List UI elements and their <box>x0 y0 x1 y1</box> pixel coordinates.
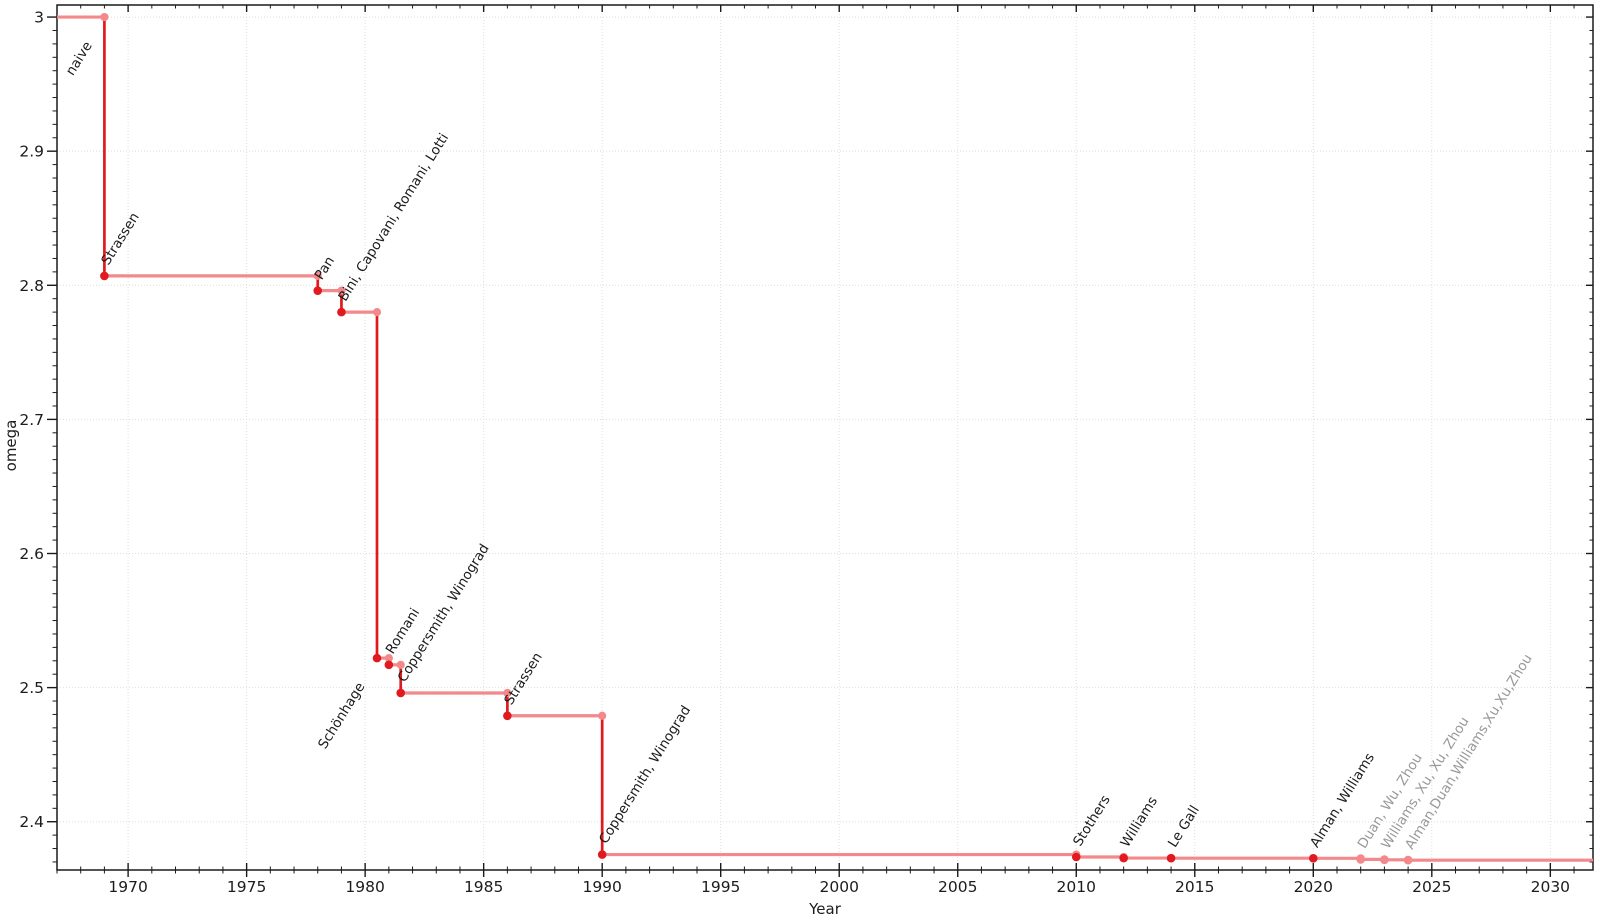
y-axis-title: omega <box>2 420 20 472</box>
data-point-marker <box>1071 852 1081 862</box>
x-axis-tick-label: 1990 <box>582 878 621 896</box>
x-axis-tick-label: 2015 <box>1175 878 1214 896</box>
step-top-marker <box>598 711 607 720</box>
x-axis-tick-label: 1980 <box>345 878 384 896</box>
event-label: Strassen <box>501 650 546 708</box>
baseline-label: naive <box>63 39 96 79</box>
event-label: Williams <box>1117 794 1161 850</box>
data-point-marker <box>1166 853 1176 863</box>
x-axis-tick-label: 2005 <box>938 878 977 896</box>
step-top-marker <box>384 654 393 663</box>
x-axis-tick-label: 2020 <box>1294 878 1333 896</box>
y-axis-tick-label: 2.4 <box>19 813 44 831</box>
y-axis-tick-label: 2.6 <box>19 545 44 563</box>
step-top-marker <box>337 286 346 295</box>
data-point-marker <box>396 688 406 698</box>
event-label: Coppersmith, Winograd <box>596 703 694 847</box>
event-label: Bini, Capovani, Romani, Lotti <box>335 131 452 305</box>
step-top-marker <box>372 308 382 317</box>
data-point-marker <box>1119 853 1128 863</box>
step-top-marker <box>313 271 322 280</box>
x-axis-tick-label: 2030 <box>1531 878 1570 896</box>
y-axis-tick-label: 2.5 <box>19 679 44 697</box>
y-axis-tick-label: 2.9 <box>19 143 44 161</box>
x-axis-tick-label: 1970 <box>108 878 147 896</box>
data-point-marker <box>100 271 109 281</box>
x-axis-tick-label: 2000 <box>819 878 858 896</box>
plot-frame <box>56 4 1594 871</box>
y-axis-tick-label: 2.7 <box>19 411 44 429</box>
event-label: Le Gall <box>1165 803 1203 851</box>
data-point-marker <box>313 286 323 295</box>
step-top-marker <box>100 12 109 22</box>
step-top-marker <box>503 688 512 698</box>
data-point-marker <box>597 850 607 859</box>
x-axis-tick-label: 1985 <box>464 878 503 896</box>
event-label: Schönhage <box>315 680 368 752</box>
x-axis-title: Year <box>808 900 842 918</box>
data-point-marker <box>1356 855 1366 864</box>
x-axis-tick-label: 2025 <box>1412 878 1451 896</box>
step-top-marker <box>396 660 405 669</box>
data-point-marker <box>503 711 512 721</box>
x-axis-tick-label: 1995 <box>701 878 740 896</box>
data-point-marker <box>372 653 382 663</box>
data-point-marker <box>1380 855 1389 865</box>
data-point-marker <box>1403 855 1413 865</box>
x-axis-tick-label: 2010 <box>1057 878 1096 896</box>
data-point-marker <box>337 307 346 317</box>
data-point-marker <box>1308 854 1318 863</box>
x-axis-tick-label: 1975 <box>227 878 266 896</box>
y-axis-tick-label: 2.8 <box>19 277 44 295</box>
data-point-marker <box>384 660 394 670</box>
y-axis-tick-label: 3 <box>34 9 44 27</box>
